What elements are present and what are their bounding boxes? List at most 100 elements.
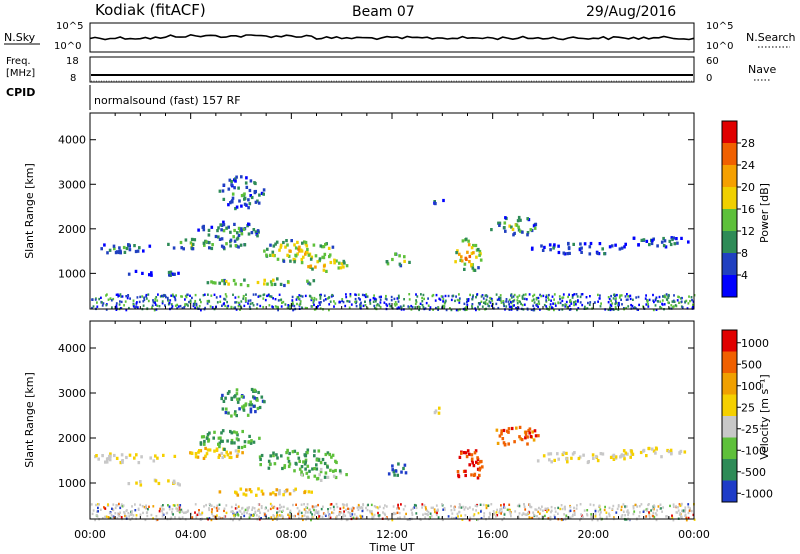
ground-scatter-cell xyxy=(511,300,514,303)
ground-scatter-cell xyxy=(508,303,510,306)
ground-scatter-cell xyxy=(679,512,682,515)
range-time-cell xyxy=(566,460,569,464)
noise-tick-bottom-right: 10^0 xyxy=(706,41,733,52)
ground-scatter-cell xyxy=(518,512,521,515)
ground-scatter-cell xyxy=(464,307,467,310)
range-time-cell xyxy=(108,248,112,252)
range-time-cell xyxy=(220,431,223,435)
ground-scatter-cell xyxy=(324,298,327,301)
ground-scatter-cell xyxy=(447,515,450,518)
ground-scatter-cell xyxy=(453,506,455,509)
range-time-cell xyxy=(286,243,289,247)
range-time-cell xyxy=(289,249,292,253)
ground-scatter-cell xyxy=(105,294,107,297)
range-time-cell xyxy=(473,268,477,272)
ground-scatter-cell xyxy=(309,508,311,511)
ground-scatter-cell xyxy=(308,294,311,298)
ground-scatter-cell xyxy=(236,506,239,510)
ground-scatter-cell xyxy=(513,293,516,297)
ground-scatter-cell xyxy=(330,295,333,298)
range-time-cell xyxy=(272,451,275,455)
ground-scatter-cell xyxy=(620,294,623,297)
ground-scatter-cell xyxy=(172,294,175,298)
ground-scatter-cell xyxy=(177,504,180,507)
ground-scatter-cell xyxy=(154,297,157,301)
colorbar-segment xyxy=(722,143,737,165)
ground-scatter-cell xyxy=(232,514,235,517)
ground-scatter-cell xyxy=(375,505,377,509)
ground-scatter-cell xyxy=(673,300,676,303)
ground-scatter-cell xyxy=(418,306,421,309)
ground-scatter-cell xyxy=(677,295,679,298)
ground-scatter-cell xyxy=(155,515,158,518)
range-time-cell xyxy=(478,468,481,472)
range-time-cell xyxy=(475,255,478,259)
ground-scatter-cell xyxy=(655,296,658,299)
ground-scatter-cell xyxy=(427,510,430,514)
range-time-cell xyxy=(249,179,253,183)
ground-scatter-cell xyxy=(536,304,538,307)
ground-scatter-cell xyxy=(674,304,677,307)
range-time-cell xyxy=(306,451,309,455)
range-time-cell xyxy=(463,262,467,266)
range-time-cell xyxy=(670,452,673,456)
ground-scatter-cell xyxy=(237,305,240,308)
range-time-cell xyxy=(274,242,277,246)
range-time-cell xyxy=(109,452,112,456)
ground-scatter-cell xyxy=(129,297,131,300)
ground-scatter-cell xyxy=(597,300,599,303)
range-time-cell xyxy=(651,238,654,243)
range-time-cell xyxy=(269,243,272,247)
ground-scatter-cell xyxy=(567,295,569,299)
range-time-cell xyxy=(478,466,482,470)
ground-scatter-cell xyxy=(680,297,682,300)
colorbar-tick-label: 24 xyxy=(741,159,755,172)
range-time-cell xyxy=(252,440,256,444)
ground-scatter-cell xyxy=(660,507,662,510)
ground-scatter-cell xyxy=(518,504,521,508)
range-time-cell xyxy=(225,407,228,411)
noise-tick-bottom-left: 10^0 xyxy=(54,41,81,52)
ground-scatter-cell xyxy=(502,303,505,306)
ground-scatter-cell xyxy=(516,295,519,299)
ground-scatter-cell xyxy=(158,305,161,308)
ground-scatter-cell xyxy=(338,512,341,515)
ground-scatter-cell xyxy=(510,308,513,311)
ground-scatter-cell xyxy=(329,514,331,517)
range-time-cell xyxy=(476,476,480,480)
range-time-cell xyxy=(503,221,507,225)
ground-scatter-cell xyxy=(208,299,210,303)
range-time-cell xyxy=(245,176,248,180)
range-time-cell xyxy=(227,187,231,191)
ground-scatter-cell xyxy=(105,304,108,307)
ground-scatter-cell xyxy=(102,302,105,305)
ground-scatter-cell xyxy=(238,301,240,305)
range-time-cell xyxy=(687,240,690,244)
ground-scatter-cell xyxy=(532,304,535,307)
ground-scatter-cell xyxy=(632,512,635,516)
ground-scatter-cell xyxy=(313,513,316,517)
range-time-cell xyxy=(177,271,180,275)
range-time-cell xyxy=(286,253,289,257)
range-time-cell xyxy=(476,456,479,460)
ground-scatter-cell xyxy=(292,302,294,306)
ground-scatter-cell xyxy=(315,505,318,508)
ground-scatter-cell xyxy=(376,303,379,306)
ground-scatter-cell xyxy=(403,298,405,301)
range-time-cell xyxy=(298,467,302,471)
range-time-cell xyxy=(235,414,238,418)
ground-scatter-cell xyxy=(174,304,177,307)
range-time-cell xyxy=(104,460,107,464)
ground-scatter-cell xyxy=(281,510,283,513)
ground-scatter-cell xyxy=(264,513,266,516)
ground-scatter-cell xyxy=(571,515,574,518)
range-time-cell xyxy=(261,492,265,496)
ground-scatter-cell xyxy=(128,306,130,310)
ground-scatter-cell xyxy=(500,299,502,302)
range-time-cell xyxy=(622,454,626,458)
ground-scatter-cell xyxy=(359,506,362,510)
range-time-cell xyxy=(313,449,316,453)
range-time-cell xyxy=(263,249,266,253)
ground-scatter-cell xyxy=(216,509,219,512)
ground-scatter-cell xyxy=(99,508,102,511)
